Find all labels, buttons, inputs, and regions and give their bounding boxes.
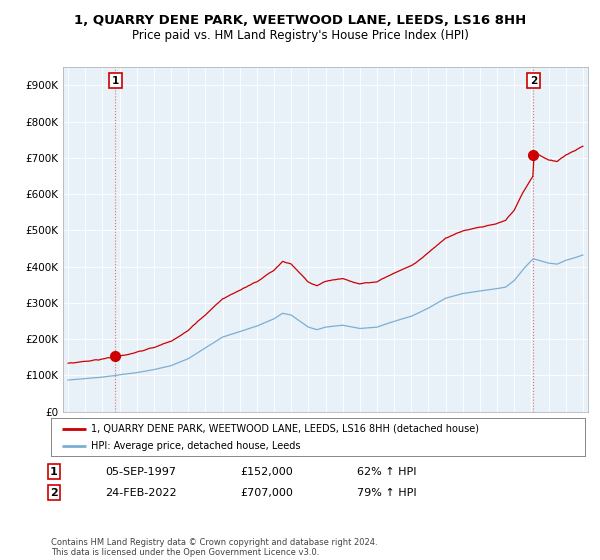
Text: 62% ↑ HPI: 62% ↑ HPI bbox=[357, 466, 416, 477]
Text: Contains HM Land Registry data © Crown copyright and database right 2024.
This d: Contains HM Land Registry data © Crown c… bbox=[51, 538, 377, 557]
Text: 1, QUARRY DENE PARK, WEETWOOD LANE, LEEDS, LS16 8HH (detached house): 1, QUARRY DENE PARK, WEETWOOD LANE, LEED… bbox=[91, 424, 479, 434]
Text: 05-SEP-1997: 05-SEP-1997 bbox=[105, 466, 176, 477]
Text: 2: 2 bbox=[50, 488, 58, 498]
Text: HPI: Average price, detached house, Leeds: HPI: Average price, detached house, Leed… bbox=[91, 441, 301, 451]
Text: 2: 2 bbox=[530, 76, 537, 86]
Text: Price paid vs. HM Land Registry's House Price Index (HPI): Price paid vs. HM Land Registry's House … bbox=[131, 29, 469, 42]
Text: 1, QUARRY DENE PARK, WEETWOOD LANE, LEEDS, LS16 8HH: 1, QUARRY DENE PARK, WEETWOOD LANE, LEED… bbox=[74, 14, 526, 27]
Text: £707,000: £707,000 bbox=[240, 488, 293, 498]
Text: 79% ↑ HPI: 79% ↑ HPI bbox=[357, 488, 416, 498]
Text: 24-FEB-2022: 24-FEB-2022 bbox=[105, 488, 176, 498]
Text: £152,000: £152,000 bbox=[240, 466, 293, 477]
Text: 1: 1 bbox=[112, 76, 119, 86]
Text: 1: 1 bbox=[50, 466, 58, 477]
